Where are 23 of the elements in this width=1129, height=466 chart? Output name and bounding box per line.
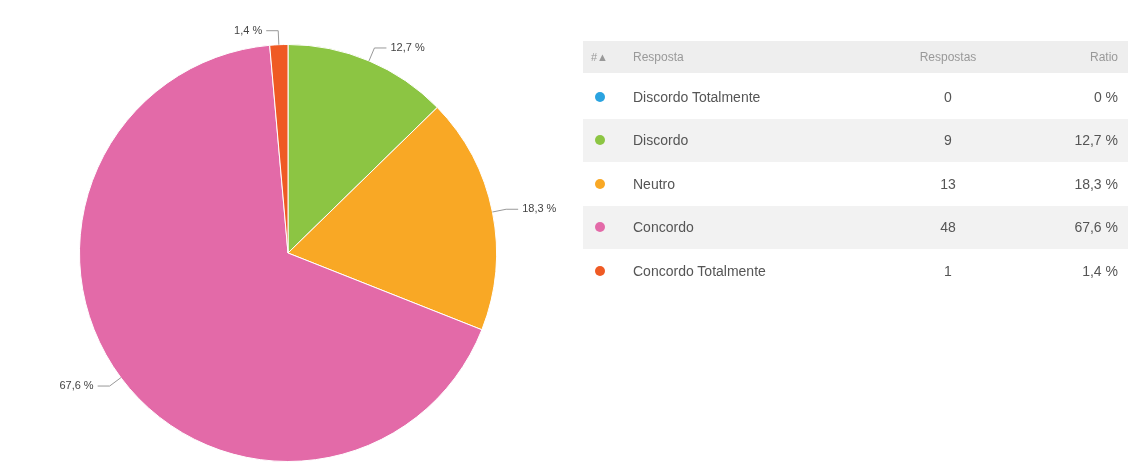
data-label: 1,4 % (234, 23, 263, 36)
data-label: 0 (944, 88, 952, 105)
text: 18,3 % (1074, 175, 1118, 192)
data-label: 9 (944, 132, 952, 149)
text: #▲ (591, 50, 609, 65)
text: 0 % (1093, 88, 1118, 105)
legend-label: Discordo Totalmente (633, 88, 761, 105)
legend-label: Concordo (633, 219, 694, 236)
text: 67,6 % (1074, 219, 1118, 236)
data-label: 12,7 % (390, 41, 425, 54)
text: 1,4 % (1082, 262, 1118, 279)
legend-label: Concordo Totalmente (633, 262, 766, 279)
legend-label: Discordo (633, 132, 689, 149)
data-label: 67,6 % (59, 379, 94, 392)
data-label: 18,3 % (522, 202, 557, 215)
text: Ratio (1089, 49, 1118, 65)
data-label: 1 (944, 262, 952, 279)
text: 12,7 % (1074, 132, 1118, 149)
text: Respostas (919, 49, 977, 65)
data-label: 13 (940, 175, 956, 192)
text: Resposta (633, 49, 684, 65)
data-label: 48 (940, 219, 956, 236)
legend-label: Neutro (633, 175, 676, 192)
